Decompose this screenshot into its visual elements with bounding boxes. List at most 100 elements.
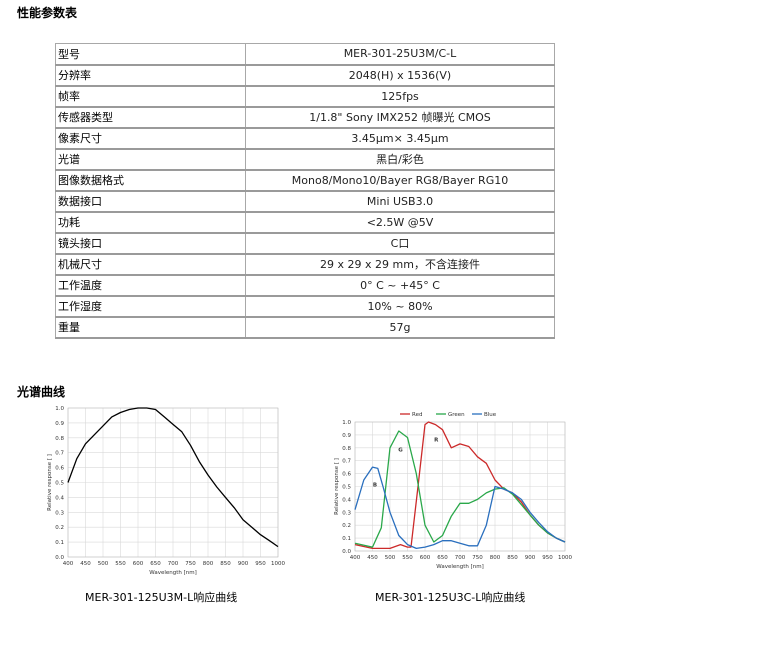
y-tick-label: 1.0	[55, 406, 64, 412]
y-tick-label: 0.8	[342, 446, 351, 452]
x-tick-label: 900	[238, 561, 249, 567]
spec-row: 工作温度 0° C ~ +45° C	[55, 274, 555, 296]
spec-value: 2048(H) x 1536(V)	[245, 64, 555, 86]
x-tick-label: 500	[98, 561, 109, 567]
y-tick-label: 0.1	[55, 540, 64, 546]
y-tick-label: 0.6	[342, 472, 351, 478]
curve-annotation: B	[373, 483, 377, 489]
x-tick-label: 750	[185, 561, 196, 567]
spec-key: 帧率	[55, 85, 246, 107]
x-tick-label: 600	[420, 555, 431, 561]
x-tick-label: 650	[150, 561, 161, 567]
x-tick-label: 500	[385, 555, 396, 561]
spec-row: 图像数据格式 Mono8/Mono10/Bayer RG8/Bayer RG10	[55, 169, 555, 191]
y-tick-label: 0.7	[55, 451, 64, 457]
x-tick-label: 700	[455, 555, 466, 561]
spec-table: 型号 MER-301-25U3M/C-L 分辨率 2048(H) x 1536(V) 帧…	[55, 43, 555, 339]
x-tick-label: 850	[507, 555, 518, 561]
plot-frame	[354, 421, 566, 552]
performance-section-title: 性能参数表	[17, 6, 78, 20]
spec-row: 重量 57g	[55, 316, 555, 338]
x-tick-label: 950	[255, 561, 266, 567]
x-tick-label: 700	[168, 561, 179, 567]
x-tick-label: 400	[63, 561, 74, 567]
y-tick-label: 0.3	[342, 510, 351, 516]
spec-row: 帧率 125fps	[55, 85, 555, 107]
spec-key: 重量	[55, 316, 246, 338]
x-tick-label: 450	[80, 561, 91, 567]
curve-annotation: G	[398, 448, 403, 454]
spec-key: 工作温度	[55, 274, 246, 296]
spec-value: 10% ~ 80%	[245, 295, 555, 317]
spec-value: 29 x 29 x 29 mm，不含连接件	[245, 253, 555, 275]
y-tick-label: 0.9	[342, 433, 351, 439]
mono-chart-caption: MER-301-125U3M-L响应曲线	[85, 591, 238, 604]
spectral-curve-section-title: 光谱曲线	[17, 385, 66, 399]
spec-value: C口	[245, 232, 555, 254]
spec-row: 工作湿度 10% ~ 80%	[55, 295, 555, 317]
y-tick-label: 0.9	[55, 421, 64, 427]
series-line-green	[354, 430, 566, 548]
y-tick-label: 0.4	[55, 495, 64, 501]
spec-key: 工作湿度	[55, 295, 246, 317]
series-line-blue	[354, 466, 566, 550]
x-tick-label: 900	[525, 555, 536, 561]
x-tick-label: 800	[203, 561, 214, 567]
x-tick-label: 850	[220, 561, 231, 567]
spec-key: 分辨率	[55, 64, 246, 86]
legend-label: Green	[448, 412, 465, 418]
x-axis-label: Wavelength [nm]	[149, 570, 197, 576]
y-tick-label: 0.1	[342, 536, 351, 542]
spec-key: 型号	[55, 43, 246, 65]
y-tick-label: 0.3	[55, 510, 64, 516]
x-tick-label: 950	[542, 555, 553, 561]
spec-value: 1/1.8" Sony IMX252 帧曝光 CMOS	[245, 106, 555, 128]
x-tick-label: 1000	[271, 561, 285, 567]
mono-response-chart: 400 450 500 550 600 650 700 750 800 850 900 950 1000…	[47, 406, 285, 576]
y-tick-label: 1.0	[342, 420, 351, 426]
y-tick-label: 0.0	[55, 555, 64, 561]
y-tick-label: 0.2	[342, 523, 351, 529]
y-tick-label: 0.7	[342, 459, 351, 465]
spec-key: 图像数据格式	[55, 169, 246, 191]
spec-value: 57g	[245, 316, 555, 338]
spec-value: 3.45μm× 3.45μm	[245, 127, 555, 149]
spec-key: 数据接口	[55, 190, 246, 212]
y-tick-label: 0.4	[342, 497, 351, 503]
y-tick-label: 0.8	[55, 436, 64, 442]
y-tick-label: 0.2	[55, 525, 64, 531]
spec-key: 像素尺寸	[55, 127, 246, 149]
spec-row: 光谱 黑白/彩色	[55, 148, 555, 170]
spec-value: 125fps	[245, 85, 555, 107]
spec-key: 镜头接口	[55, 232, 246, 254]
spec-row: 功耗 <2.5W @5V	[55, 211, 555, 233]
spec-value: <2.5W @5V	[245, 211, 555, 233]
spec-row: 机械尺寸 29 x 29 x 29 mm，不含连接件	[55, 253, 555, 275]
spec-value: MER-301-25U3M/C-L	[245, 43, 555, 65]
x-axis-label: Wavelength [nm]	[436, 564, 484, 570]
color-chart-caption: MER-301-125U3C-L响应曲线	[375, 591, 526, 604]
spec-value: 0° C ~ +45° C	[245, 274, 555, 296]
x-tick-label: 650	[437, 555, 448, 561]
spec-row: 分辨率 2048(H) x 1536(V)	[55, 64, 555, 86]
x-tick-label: 400	[350, 555, 361, 561]
spec-value: 黑白/彩色	[245, 148, 555, 170]
spec-value: Mono8/Mono10/Bayer RG8/Bayer RG10	[245, 169, 555, 191]
x-tick-label: 550	[115, 561, 126, 567]
curve-annotation: R	[434, 437, 439, 443]
spec-value: Mini USB3.0	[245, 190, 555, 212]
color-response-chart: 400 450 500 550 600 650 700 750 800 850 900 950 1000…	[334, 412, 572, 570]
x-tick-label: 600	[133, 561, 144, 567]
x-tick-label: 550	[402, 555, 413, 561]
series-line	[67, 407, 279, 548]
y-tick-label: 0.0	[342, 549, 351, 555]
y-tick-label: 0.6	[55, 466, 64, 472]
y-axis-label: Relative response [ ]	[334, 458, 340, 515]
legend-label: Blue	[484, 412, 497, 418]
x-tick-label: 1000	[558, 555, 572, 561]
spec-key: 功耗	[55, 211, 246, 233]
x-tick-label: 450	[367, 555, 378, 561]
spec-row: 像素尺寸 3.45μm× 3.45μm	[55, 127, 555, 149]
spec-key: 传感器类型	[55, 106, 246, 128]
spec-key: 光谱	[55, 148, 246, 170]
